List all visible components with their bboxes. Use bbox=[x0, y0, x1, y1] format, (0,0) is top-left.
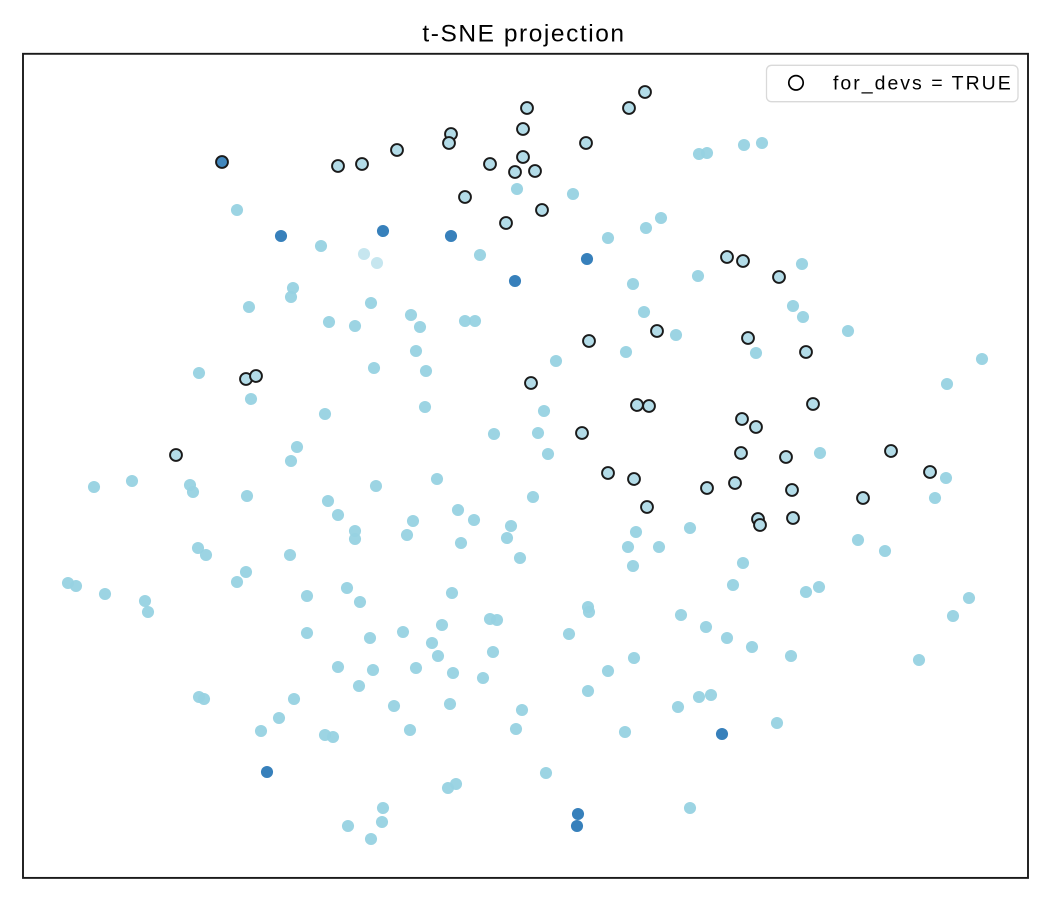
svg-text:t-SNE projection: t-SNE projection bbox=[422, 21, 625, 48]
svg-text:for_devs = TRUE: for_devs = TRUE bbox=[833, 73, 1013, 95]
